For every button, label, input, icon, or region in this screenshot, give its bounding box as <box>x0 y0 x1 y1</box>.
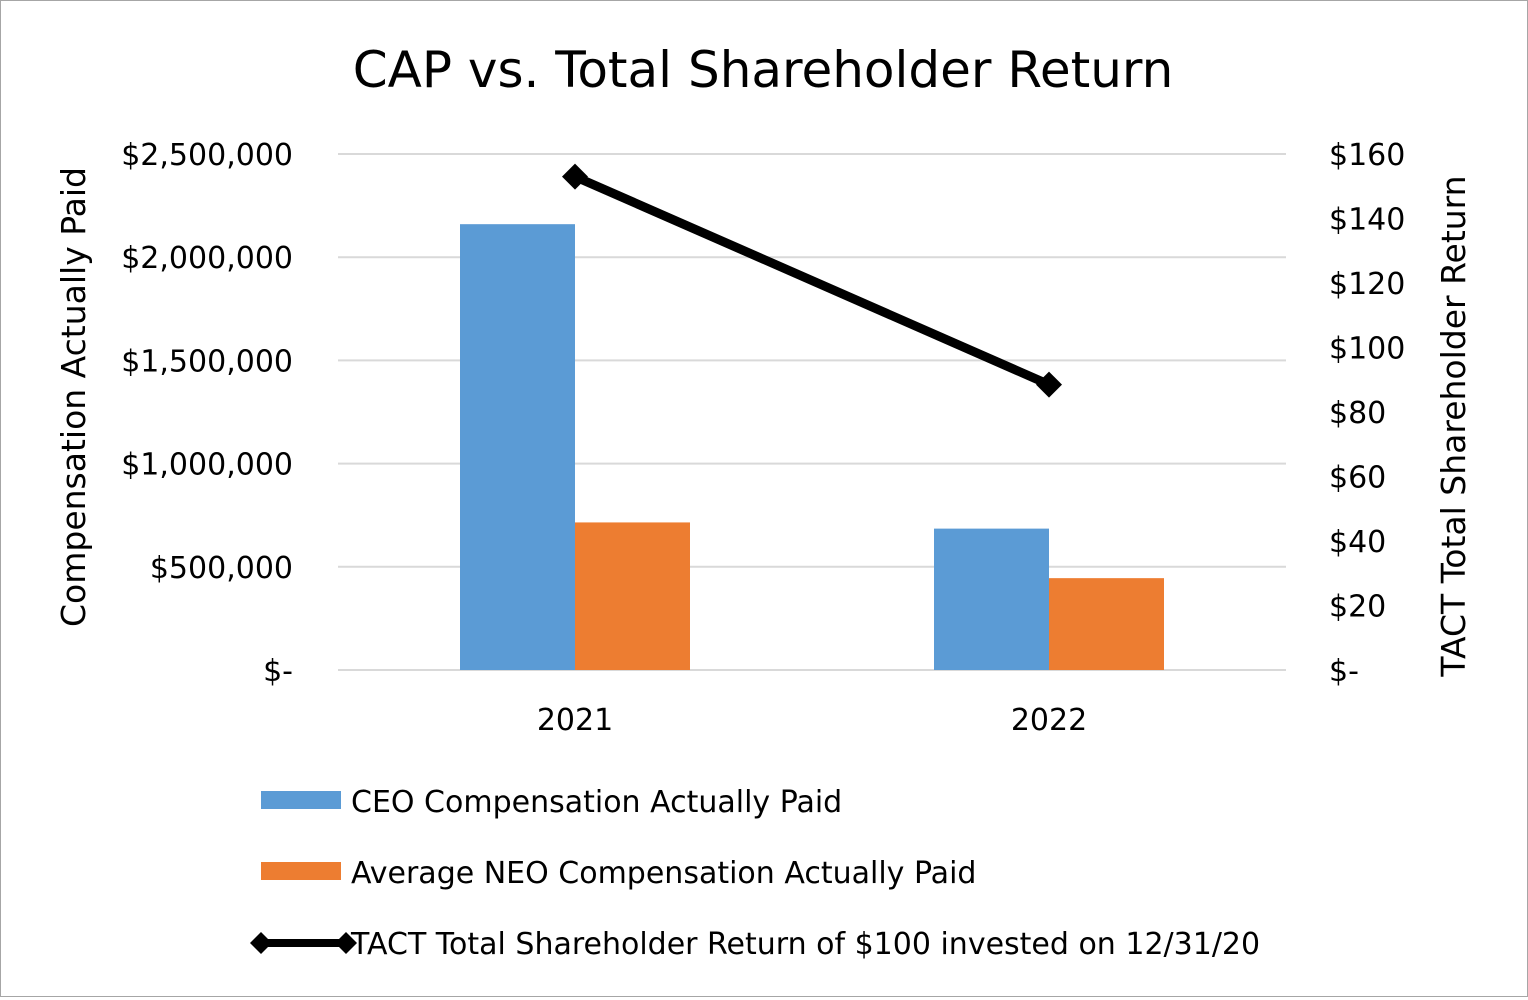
tsr-line <box>573 172 1051 389</box>
y-axis-label: Compensation Actually Paid <box>54 167 93 627</box>
tsr-line-series <box>562 163 1062 398</box>
y2-tick-label: $- <box>1329 654 1359 689</box>
bars <box>460 224 1164 670</box>
bar-ceo-2021 <box>460 224 575 670</box>
y-tick-label: $500,000 <box>150 551 293 586</box>
legend: CEO Compensation Actually Paid Average NE… <box>250 785 1260 962</box>
y-tick-label: $1,000,000 <box>121 448 293 483</box>
chart-title: CAP vs. Total Shareholder Return <box>353 41 1174 99</box>
bar-ceo-2022 <box>934 528 1049 670</box>
left-axis-ticks: $- $500,000 $1,000,000 $1,500,000 $2,000,000… <box>121 138 293 689</box>
x-tick-label: 2021 <box>537 703 613 738</box>
legend-swatch <box>261 862 341 880</box>
y2-tick-label: $160 <box>1329 138 1405 173</box>
legend-label: Average NEO Compensation Actually Paid <box>351 856 976 891</box>
y-tick-label: $1,500,000 <box>121 344 293 379</box>
legend-diamond <box>335 932 357 954</box>
y2-tick-label: $80 <box>1329 396 1386 431</box>
y2-tick-label: $100 <box>1329 332 1405 367</box>
tsr-marker-2021 <box>562 163 588 190</box>
y2-tick-label: $120 <box>1329 267 1405 302</box>
y2-axis-label: TACT Total Shareholder Return <box>1434 175 1473 677</box>
legend-diamond <box>250 932 272 954</box>
right-axis-ticks: $- $20 $40 $60 $80 $100 $120 $140 $160 <box>1329 138 1405 689</box>
y2-tick-label: $40 <box>1329 525 1386 560</box>
bar-neo-2021 <box>575 522 690 670</box>
legend-label: CEO Compensation Actually Paid <box>351 785 842 820</box>
y2-tick-label: $140 <box>1329 203 1405 238</box>
y2-tick-label: $60 <box>1329 461 1386 496</box>
y-tick-label: $- <box>263 654 293 689</box>
x-tick-label: 2022 <box>1011 703 1087 738</box>
tsr-marker-2022 <box>1036 371 1062 398</box>
bar-neo-2022 <box>1049 578 1164 670</box>
legend-swatch <box>261 791 341 809</box>
x-axis-categories: 2021 2022 <box>537 703 1087 738</box>
y-tick-label: $2,500,000 <box>121 138 293 173</box>
y2-tick-label: $20 <box>1329 590 1386 625</box>
legend-label: TACT Total Shareholder Return of $100 in… <box>350 927 1260 962</box>
y-tick-label: $2,000,000 <box>121 241 293 276</box>
